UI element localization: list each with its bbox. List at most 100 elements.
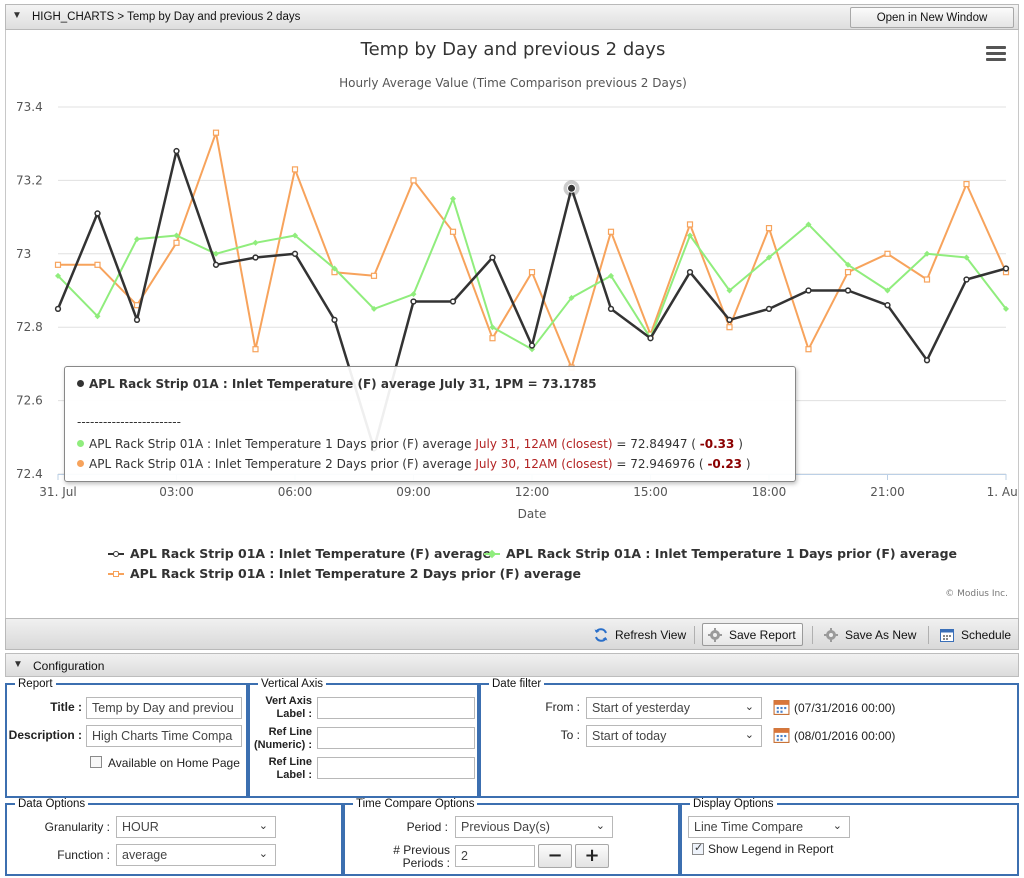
calendar-icon[interactable] bbox=[773, 699, 790, 716]
data-point bbox=[331, 265, 338, 272]
data-point bbox=[766, 254, 772, 261]
period-select[interactable]: Previous Day(s) ⌄ bbox=[455, 816, 613, 838]
data-point bbox=[252, 346, 259, 353]
ref-line-label-input[interactable] bbox=[317, 757, 475, 779]
previous-periods-input[interactable]: 2 bbox=[455, 845, 535, 867]
y-tick-label: 73 bbox=[16, 247, 31, 261]
legend-item-1-day-prior[interactable]: APL Rack Strip 01A : Inlet Temperature 1… bbox=[484, 546, 957, 561]
data-point bbox=[331, 316, 338, 324]
collapse-chevron-icon[interactable]: ▼ bbox=[13, 659, 23, 670]
data-point bbox=[94, 261, 101, 268]
data-point bbox=[450, 195, 456, 202]
label-line: Periods : bbox=[402, 856, 450, 870]
tooltip-dot bbox=[77, 440, 84, 447]
data-point bbox=[213, 250, 219, 257]
data-point bbox=[765, 225, 773, 232]
description-input[interactable]: High Charts Time Compa bbox=[86, 725, 242, 747]
schedule-button[interactable]: Schedule bbox=[934, 623, 1018, 646]
x-tick-label: 09:00 bbox=[396, 485, 431, 499]
legend-item-2-days-prior[interactable]: APL Rack Strip 01A : Inlet Temperature 2… bbox=[108, 566, 581, 581]
data-point bbox=[805, 221, 812, 228]
data-point bbox=[94, 313, 101, 320]
data-point bbox=[844, 269, 852, 276]
increment-button[interactable]: + bbox=[575, 844, 609, 868]
data-point bbox=[884, 287, 891, 294]
y-tick-label: 72.6 bbox=[16, 394, 43, 408]
tooltip-dot bbox=[77, 460, 84, 467]
report-group: Report bbox=[5, 678, 248, 798]
tooltip-header-text: APL Rack Strip 01A : Inlet Temperature (… bbox=[89, 377, 597, 391]
show-legend-checkbox[interactable]: ✓ bbox=[692, 842, 704, 855]
data-point bbox=[292, 232, 298, 239]
configuration-label: Configuration bbox=[33, 659, 105, 673]
home-page-label: Available on Home Page bbox=[108, 756, 240, 770]
legend-label: APL Rack Strip 01A : Inlet Temperature 2… bbox=[130, 566, 582, 581]
y-tick-label: 72.8 bbox=[16, 320, 43, 334]
to-select[interactable]: Start of today ⌄ bbox=[586, 725, 762, 747]
open-in-new-window-button[interactable]: Open in New Window bbox=[850, 7, 1014, 28]
data-point bbox=[963, 180, 970, 188]
data-point bbox=[489, 254, 496, 261]
from-label: From : bbox=[545, 700, 580, 714]
data-point bbox=[726, 316, 733, 324]
x-tick-label: 15:00 bbox=[633, 485, 668, 499]
data-point bbox=[291, 166, 299, 173]
save-report-button[interactable]: Save Report bbox=[702, 623, 803, 646]
collapse-chevron-icon[interactable]: ▼ bbox=[12, 10, 22, 21]
data-point bbox=[212, 261, 220, 268]
toolbar-separator bbox=[694, 626, 695, 644]
breadcrumb: HIGH_CHARTS > Temp by Day and previous 2… bbox=[32, 11, 301, 23]
legend-item-current[interactable]: APL Rack Strip 01A : Inlet Temperature (… bbox=[108, 546, 491, 561]
from-select[interactable]: Start of yesterday ⌄ bbox=[586, 697, 762, 719]
tooltip-row-when: July 31, 12AM (closest) bbox=[475, 437, 613, 451]
vert-axis-label-label: Vert Axis Label : bbox=[254, 695, 312, 721]
decrement-button[interactable]: − bbox=[538, 844, 572, 868]
granularity-select[interactable]: HOUR ⌄ bbox=[116, 816, 276, 838]
legend-label: APL Rack Strip 01A : Inlet Temperature 1… bbox=[506, 546, 958, 561]
home-page-checkbox[interactable] bbox=[90, 756, 102, 768]
function-select[interactable]: average ⌄ bbox=[116, 844, 276, 866]
data-point bbox=[410, 298, 417, 305]
data-point bbox=[54, 305, 62, 313]
configuration-header[interactable]: ▼ Configuration bbox=[5, 653, 1019, 677]
data-point bbox=[410, 177, 417, 184]
title-input[interactable]: Temp by Day and previou bbox=[86, 697, 242, 719]
granularity-select-value: HOUR bbox=[122, 820, 159, 834]
chart-menu-icon[interactable] bbox=[986, 46, 1006, 64]
to-select-value: Start of today bbox=[592, 729, 667, 743]
label-line: Label : bbox=[276, 708, 312, 720]
data-point bbox=[212, 129, 220, 136]
vert-axis-label-input[interactable] bbox=[317, 697, 475, 719]
save-as-new-button[interactable]: Save As New bbox=[818, 623, 923, 646]
to-label: To : bbox=[560, 728, 580, 742]
label-line: (Numeric) : bbox=[253, 739, 312, 751]
x-tick-label: 21:00 bbox=[870, 485, 905, 499]
display-type-select-value: Line Time Compare bbox=[694, 820, 804, 834]
chevron-down-icon: ⌄ bbox=[595, 820, 605, 832]
legend-symbol bbox=[108, 569, 124, 579]
report-toolbar: Refresh View Save Report Save As New Sch… bbox=[5, 618, 1019, 650]
function-label: Function : bbox=[57, 848, 110, 862]
data-point bbox=[686, 221, 694, 228]
granularity-label: Granularity : bbox=[44, 820, 110, 834]
y-tick-label: 72.4 bbox=[16, 467, 43, 481]
tooltip-row: APL Rack Strip 01A : Inlet Temperature 2… bbox=[77, 457, 751, 471]
checkmark-icon: ✓ bbox=[694, 842, 704, 854]
data-point bbox=[726, 287, 733, 294]
ref-line-numeric-input[interactable] bbox=[317, 727, 475, 749]
data-point bbox=[528, 269, 536, 276]
from-date-text: (07/31/2016 00:00) bbox=[794, 701, 896, 715]
data-point bbox=[845, 261, 851, 268]
display-type-select[interactable]: Line Time Compare ⌄ bbox=[688, 816, 850, 838]
refresh-view-button[interactable]: Refresh View bbox=[588, 623, 693, 646]
data-point bbox=[726, 324, 733, 331]
previous-periods-label: # Previous Periods : bbox=[370, 844, 450, 870]
series-line bbox=[58, 131, 1007, 369]
gear-save-icon bbox=[708, 627, 722, 642]
calendar-icon[interactable] bbox=[773, 727, 790, 744]
x-axis-title: Date bbox=[518, 507, 547, 521]
chart-credits[interactable]: © Modius Inc. bbox=[945, 589, 1008, 599]
tooltip-row-value: = 72.84947 ( bbox=[616, 437, 696, 451]
data-point bbox=[133, 316, 141, 324]
period-label: Period : bbox=[406, 820, 448, 834]
